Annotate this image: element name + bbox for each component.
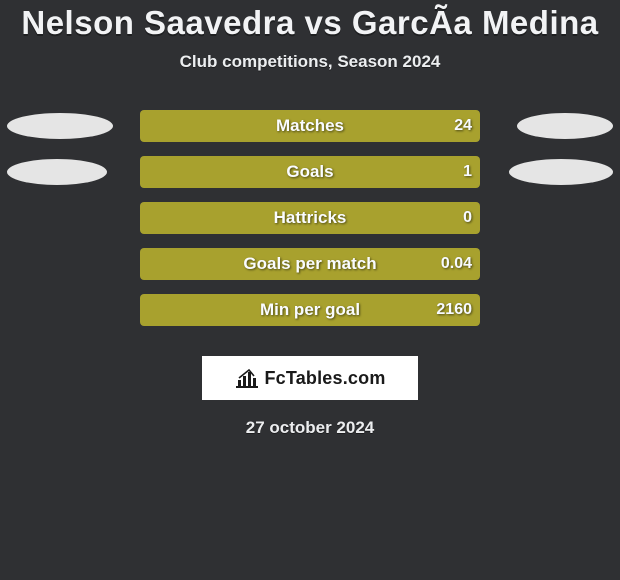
page-title: Nelson Saavedra vs GarcÃa Medina (0, 4, 620, 42)
stat-value-right: 0 (463, 202, 472, 234)
chart-icon (234, 367, 262, 389)
bar-right (140, 294, 480, 326)
decor-pill-right (509, 159, 613, 185)
brand-text: FcTables.com (264, 368, 385, 389)
bar-right (140, 110, 480, 142)
stat-row: Goals1 (0, 156, 620, 202)
bar-area: Hattricks (140, 202, 480, 234)
bar-area: Goals per match (140, 248, 480, 280)
bar-area: Matches (140, 110, 480, 142)
stat-value-right: 0.04 (441, 248, 472, 280)
stat-row: Matches24 (0, 110, 620, 156)
bar-right (140, 156, 480, 188)
bar-right (140, 248, 480, 280)
bar-area: Goals (140, 156, 480, 188)
bar-right (140, 202, 480, 234)
bar-area: Min per goal (140, 294, 480, 326)
page-subtitle: Club competitions, Season 2024 (0, 52, 620, 72)
decor-pill-right (517, 113, 613, 139)
decor-pill-left (7, 159, 107, 185)
brand: FcTables.com (234, 367, 385, 389)
comparison-card: Nelson Saavedra vs GarcÃa Medina Club co… (0, 0, 620, 438)
stat-row: Goals per match0.04 (0, 248, 620, 294)
stats-list: Matches24Goals1Hattricks0Goals per match… (0, 110, 620, 340)
stat-row: Min per goal2160 (0, 294, 620, 340)
stat-value-right: 2160 (436, 294, 472, 326)
stat-value-right: 24 (454, 110, 472, 142)
decor-pill-left (7, 113, 113, 139)
stat-row: Hattricks0 (0, 202, 620, 248)
footer-date: 27 october 2024 (0, 418, 620, 438)
brand-box: FcTables.com (202, 356, 418, 400)
stat-value-right: 1 (463, 156, 472, 188)
